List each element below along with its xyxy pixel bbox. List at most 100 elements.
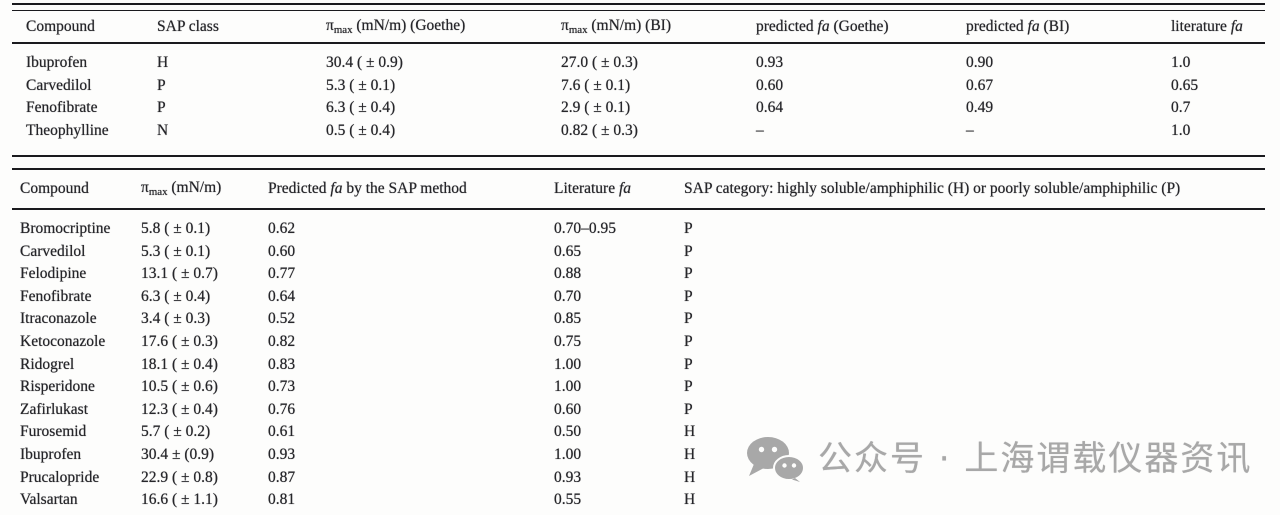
table-cell: 1.00 — [554, 445, 582, 463]
table-cell: 18.1 ( ± 0.4) — [141, 355, 218, 373]
table-cell: P — [684, 400, 693, 418]
table-row: Carvedilol P 5.3 ( ± 0.1) 7.6 ( ± 0.1) 0.60 0… — [12, 75, 1265, 98]
column-header-sap-category: SAP category: highly soluble/amphiphilic… — [683, 170, 1265, 210]
table-cell: 0.60 — [268, 242, 296, 260]
table-cell: P — [157, 76, 166, 94]
table-cell: 1.00 — [554, 378, 582, 396]
column-header-compound: Compound — [12, 11, 156, 44]
table-cell: 0.5 ( ± 0.4) — [326, 121, 396, 139]
table-cell: Fenofibrate — [20, 287, 92, 305]
table-cell: Risperidone — [20, 378, 95, 396]
table-cell: H — [684, 423, 696, 441]
table-1-header: Compound SAP class πmax (mN/m) (Goethe) πma… — [12, 11, 1265, 44]
table-cell: 0.55 — [554, 491, 582, 509]
column-header-pimax: πmax (mN/m) — [140, 170, 267, 210]
column-header-predicted-fa-goethe: predicted fa (Goethe) — [755, 11, 965, 44]
table-row: Felodipine 13.1 ( ± 0.7) 0.77 0.88 P — [12, 263, 1265, 286]
table-cell: 0.82 ( ± 0.3) — [561, 121, 638, 139]
table-1-top-rule — [12, 3, 1265, 11]
wechat-icon — [745, 436, 805, 482]
table-row: Furosemid 5.7 ( ± 0.2) 0.61 0.50 H — [12, 421, 1265, 444]
column-header-pimax-goethe: πmax (mN/m) (Goethe) — [325, 11, 560, 44]
table-cell: Itraconazole — [20, 310, 97, 328]
table-cell: Theophylline — [26, 121, 109, 139]
table-cell: 7.6 ( ± 0.1) — [561, 76, 631, 94]
table-cell: 0.70 — [554, 287, 582, 305]
table-cell: 0.49 — [966, 99, 994, 117]
table-cell: 0.61 — [268, 423, 296, 441]
table-cell: 27.0 ( ± 0.3) — [561, 54, 638, 71]
table-cell: 0.87 — [268, 468, 296, 486]
table-cell: P — [684, 378, 693, 396]
table-cell: 1.0 — [1171, 121, 1191, 139]
table-row: Ibuprofen 30.4 ± (0.9) 0.93 1.00 H — [12, 444, 1265, 467]
table-cell: 0.77 — [268, 265, 296, 283]
table-row: Fenofibrate 6.3 ( ± 0.4) 0.64 0.70 P — [12, 286, 1265, 309]
table-cell: P — [684, 242, 693, 260]
table-cell: 0.82 — [268, 332, 296, 350]
table-cell: Ibuprofen — [26, 54, 88, 71]
column-header-literature-fa: Literature fa — [553, 170, 683, 210]
table-cell: P — [157, 99, 166, 117]
table-cell: Bromocriptine — [20, 220, 111, 237]
table-cell: H — [684, 468, 696, 486]
table-cell: 0.73 — [268, 378, 296, 396]
table-cell: Ridogrel — [20, 355, 75, 373]
watermark-text: 公众号 · 上海谓载仪器资讯 — [818, 439, 1253, 479]
table-cell: 1.0 — [1171, 54, 1191, 71]
table-cell: P — [684, 310, 693, 328]
table-cell: 0.62 — [268, 220, 296, 237]
table-cell: 5.8 ( ± 0.1) — [141, 220, 211, 237]
table-cell: N — [157, 121, 169, 139]
table-1-bottom-rule — [12, 155, 1265, 158]
table-row: Itraconazole 3.4 ( ± 0.3) 0.52 0.85 P — [12, 308, 1265, 331]
table-cell: 0.65 — [1171, 76, 1199, 94]
table-cell: 6.3 ( ± 0.4) — [326, 99, 396, 117]
table-cell: Ibuprofen — [20, 445, 82, 463]
table-cell: 3.4 ( ± 0.3) — [141, 310, 211, 328]
table-1-body: Ibuprofen H 30.4 ( ± 0.9) 27.0 ( ± 0.3) 0.93… — [12, 43, 1265, 142]
table-cell: 30.4 ( ± 0.9) — [326, 54, 403, 71]
table-cell: Fenofibrate — [26, 99, 98, 117]
results-table-sap-method: Compound πmax (mN/m) Predicted fa by the S… — [12, 170, 1265, 512]
table-2-wrapper: Compound πmax (mN/m) Predicted fa by the S… — [12, 168, 1265, 515]
table-cell: P — [684, 355, 693, 373]
table-cell: 0.52 — [268, 310, 296, 328]
table-cell: 0.93 — [756, 54, 784, 71]
table-cell: Zafirlukast — [20, 400, 89, 418]
table-cell: 13.1 ( ± 0.7) — [141, 265, 218, 283]
table-cell: 0.65 — [554, 242, 582, 260]
table-cell: 5.7 ( ± 0.2) — [141, 423, 211, 441]
column-header-literature-fa: literature fa — [1170, 11, 1265, 44]
table-cell: 17.6 ( ± 0.3) — [141, 332, 218, 350]
table-cell: 0.60 — [554, 400, 582, 418]
column-header-pimax-bi: πmax (mN/m) (BI) — [560, 11, 755, 44]
table-cell: – — [756, 121, 764, 139]
table-cell: 0.50 — [554, 423, 582, 441]
table-cell: 0.67 — [966, 76, 994, 94]
table-cell: Carvedilol — [20, 242, 86, 260]
table-cell: – — [966, 121, 974, 139]
table-cell: H — [684, 491, 696, 509]
table-cell: P — [684, 265, 693, 283]
column-header-predicted-fa-sap: Predicted fa by the SAP method — [267, 170, 553, 210]
table-cell: 1.00 — [554, 355, 582, 373]
table-cell: 12.3 ( ± 0.4) — [141, 400, 218, 418]
wechat-watermark: 公众号 · 上海谓载仪器资讯 — [745, 436, 1252, 482]
table-row: Theophylline N 0.5 ( ± 0.4) 0.82 ( ± 0.3) – –… — [12, 120, 1265, 143]
table-cell: Felodipine — [20, 265, 87, 283]
table-2-top-rule — [12, 168, 1265, 170]
table-cell: 5.3 ( ± 0.1) — [141, 242, 211, 260]
table-cell: 0.93 — [268, 445, 296, 463]
table-cell: 30.4 ± (0.9) — [141, 445, 215, 463]
table-row: Bromocriptine 5.8 ( ± 0.1) 0.62 0.70–0.95 P — [12, 209, 1265, 241]
table-row: Ibuprofen H 30.4 ( ± 0.9) 27.0 ( ± 0.3) 0.93… — [12, 43, 1265, 75]
table-cell: 0.60 — [756, 76, 784, 94]
table-cell: Furosemid — [20, 423, 87, 441]
column-header-compound: Compound — [12, 170, 140, 210]
table-cell: Valsartan — [20, 491, 78, 509]
table-cell: 5.3 ( ± 0.1) — [326, 76, 396, 94]
table-row: Ketoconazole 17.6 ( ± 0.3) 0.82 0.75 P — [12, 331, 1265, 354]
table-2-header: Compound πmax (mN/m) Predicted fa by the S… — [12, 170, 1265, 210]
table-cell: P — [684, 220, 693, 237]
